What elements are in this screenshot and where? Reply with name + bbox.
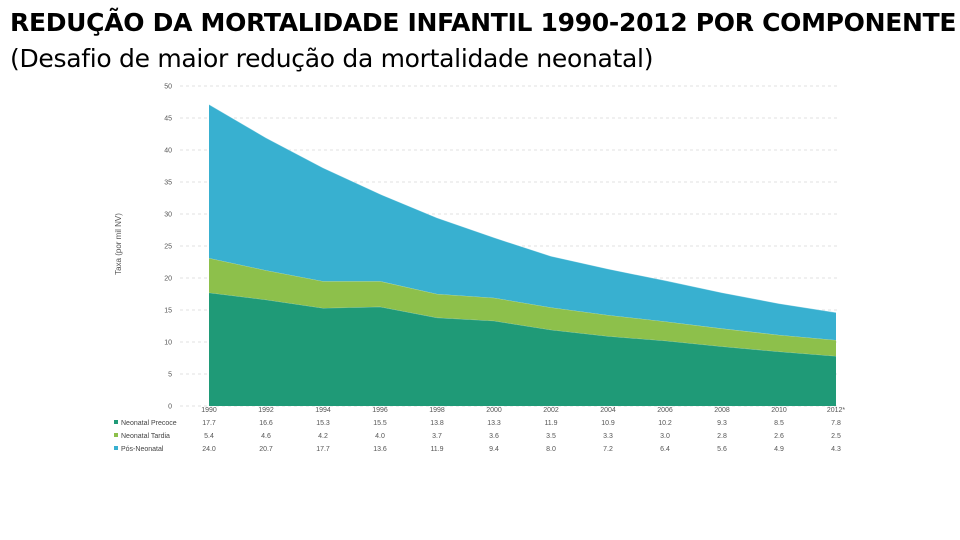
- data-label: 3.7: [432, 433, 442, 440]
- y-tick-label: 50: [164, 84, 172, 91]
- data-label: 6.4: [660, 446, 670, 453]
- area-series-2: [209, 104, 836, 341]
- legend-entry: Pós-Neonatal: [121, 446, 164, 453]
- area-series-1: [209, 258, 836, 357]
- data-label: 15.3: [316, 420, 330, 427]
- data-label: 4.3: [831, 446, 841, 453]
- x-tick-label: 1998: [429, 407, 445, 414]
- data-label: 3.0: [660, 433, 670, 440]
- x-tick-label: 1992: [258, 407, 274, 414]
- data-label: 7.8: [831, 420, 841, 427]
- y-tick-label: 10: [164, 340, 172, 347]
- data-label: 3.3: [603, 433, 613, 440]
- legend-entry: Neonatal Precoce: [121, 420, 177, 427]
- y-axis-label: Taxa (por mil NV): [114, 213, 123, 275]
- legend-swatch: [114, 433, 118, 437]
- data-label: 17.7: [202, 420, 216, 427]
- data-label: 2.5: [831, 433, 841, 440]
- data-label: 13.3: [487, 420, 501, 427]
- y-tick-label: 45: [164, 116, 172, 123]
- data-label: 13.8: [430, 420, 444, 427]
- legend-swatch: [114, 446, 118, 450]
- area-series-edge-2: [208, 104, 837, 313]
- data-label: 8.5: [774, 420, 784, 427]
- y-tick-label: 20: [164, 276, 172, 283]
- y-tick-label: 15: [164, 308, 172, 315]
- x-tick-label: 2004: [600, 407, 616, 414]
- data-label: 9.3: [717, 420, 727, 427]
- legend-entry: Neonatal Tardia: [121, 433, 170, 440]
- data-label: 5.6: [717, 446, 727, 453]
- y-tick-label: 30: [164, 212, 172, 219]
- data-label: 10.9: [601, 420, 615, 427]
- y-tick-label: 5: [168, 372, 172, 379]
- data-label: 4.6: [261, 433, 271, 440]
- data-label: 4.2: [318, 433, 328, 440]
- data-label: 8.0: [546, 446, 556, 453]
- page-title: REDUÇÃO DA MORTALIDADE INFANTIL 1990-201…: [10, 8, 957, 37]
- data-label: 2.8: [717, 433, 727, 440]
- x-tick-label: 2010: [771, 407, 787, 414]
- x-tick-label: 2008: [714, 407, 730, 414]
- x-tick-label: 2012*: [827, 407, 846, 414]
- data-label: 17.7: [316, 446, 330, 453]
- x-tick-label: 2002: [543, 407, 559, 414]
- data-label: 5.4: [204, 433, 214, 440]
- data-label: 11.9: [430, 446, 443, 453]
- y-tick-label: 0: [168, 404, 172, 411]
- data-label: 24.0: [202, 446, 216, 453]
- data-label: 16.6: [259, 420, 273, 427]
- area-series-0: [209, 292, 836, 406]
- data-label: 15.5: [373, 420, 387, 427]
- x-tick-label: 1990: [201, 407, 217, 414]
- data-label: 20.7: [259, 446, 273, 453]
- x-tick-label: 2006: [657, 407, 673, 414]
- data-label: 4.9: [774, 446, 784, 453]
- page-subtitle: (Desafio de maior redução da mortalidade…: [10, 44, 654, 73]
- y-tick-label: 35: [164, 180, 172, 187]
- data-label: 9.4: [489, 446, 499, 453]
- data-label: 2.6: [774, 433, 784, 440]
- x-tick-label: 1994: [315, 407, 331, 414]
- data-label: 4.0: [375, 433, 385, 440]
- x-tick-label: 2000: [486, 407, 502, 414]
- data-label: 7.2: [603, 446, 613, 453]
- data-label: 13.6: [373, 446, 387, 453]
- data-label: 3.6: [489, 433, 499, 440]
- y-tick-label: 25: [164, 244, 172, 251]
- data-label: 10.2: [658, 420, 672, 427]
- data-label: 3.5: [546, 433, 556, 440]
- x-tick-label: 1996: [372, 407, 388, 414]
- y-tick-label: 40: [164, 148, 172, 155]
- data-label: 11.9: [544, 420, 557, 427]
- legend-swatch: [114, 420, 118, 424]
